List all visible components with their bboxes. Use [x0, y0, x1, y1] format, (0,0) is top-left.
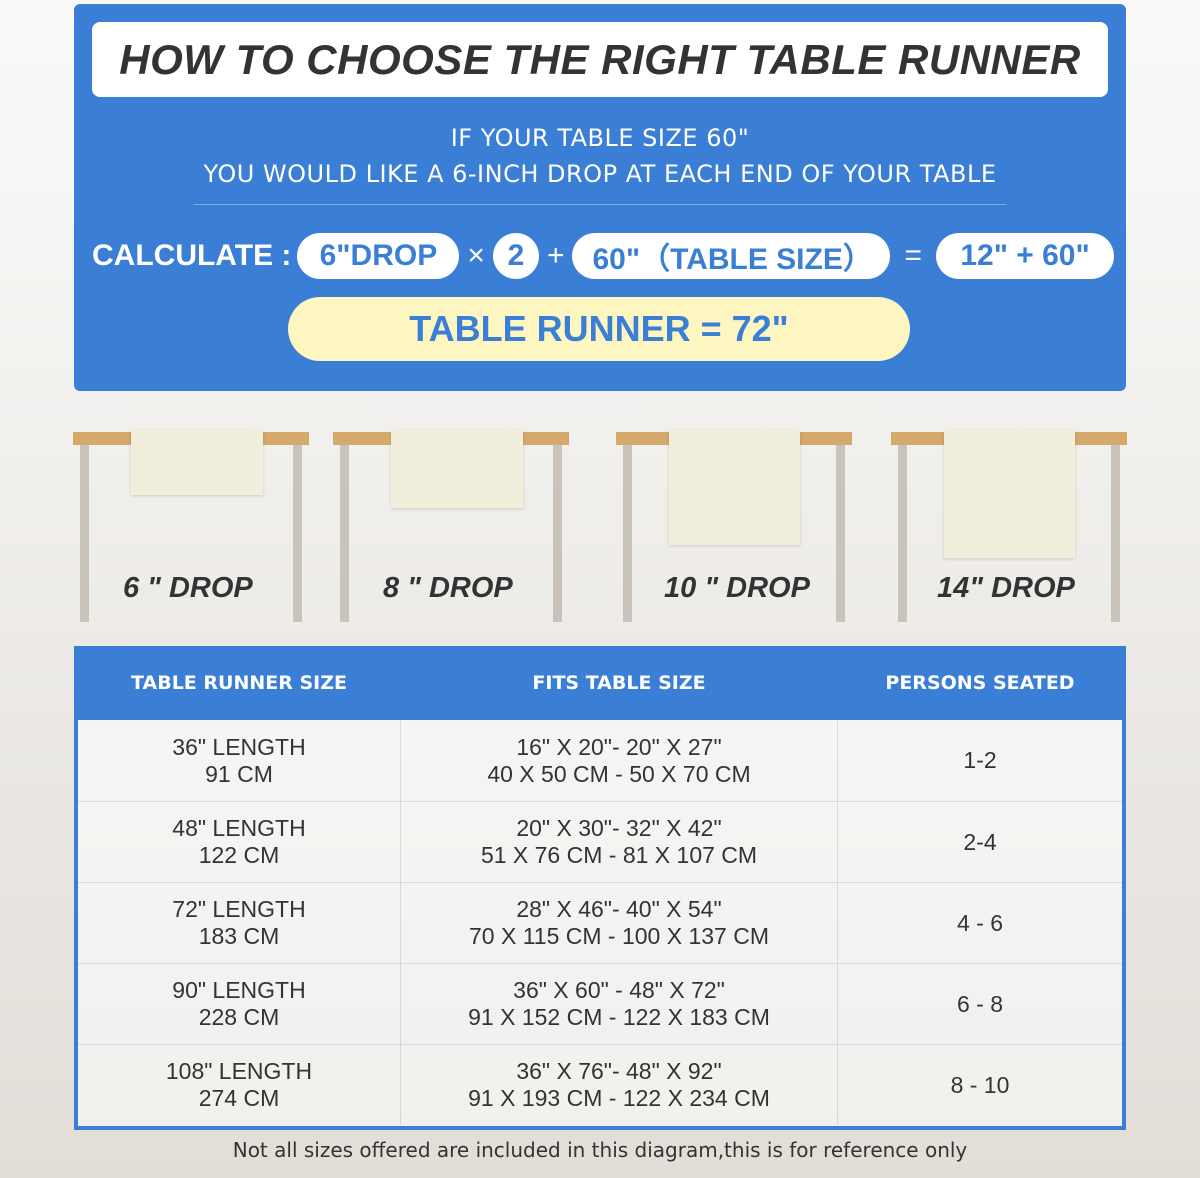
fits-in: 16" X 20"- 20" X 27" — [516, 733, 722, 760]
length-in: 90" LENGTH — [172, 977, 306, 1003]
length-cm: 228 CM — [198, 1004, 280, 1030]
persons-value: 1-2 — [963, 747, 997, 773]
page-title: HOW TO CHOOSE THE RIGHT TABLE RUNNER — [92, 22, 1108, 97]
fits-table-cell: 36" X 60" - 48" X 72" 91 X 152 CM - 122 X… — [400, 964, 838, 1044]
sum-pill: 12" + 60" — [936, 233, 1115, 279]
persons-value: 8 - 10 — [950, 1071, 1010, 1098]
drop-label: 14" DROP — [937, 572, 1075, 604]
drop-label: 6 " DROP — [123, 572, 253, 604]
table-row: 108" LENGTH 274 CM 36" X 76"- 48" X 92" 91… — [78, 1044, 1122, 1125]
divider — [194, 204, 1006, 205]
table-row: 72" LENGTH 183 CM 28" X 46"- 40" X 54" 70 … — [78, 882, 1122, 963]
persons-cell: 2-4 — [838, 802, 1122, 882]
table-leg — [80, 445, 89, 622]
drop-label: 10 " DROP — [664, 572, 810, 604]
length-in: 72" LENGTH — [172, 896, 306, 922]
runner-size-cell: 108" LENGTH 274 CM — [78, 1045, 400, 1125]
length-in: 48" LENGTH — [172, 815, 306, 841]
length-in: 36" LENGTH — [172, 733, 306, 760]
length-cm: 91 CM — [205, 760, 273, 787]
fits-in: 36" X 76"- 48" X 92" — [516, 1058, 722, 1084]
table-leg — [553, 445, 562, 622]
runner-drop — [131, 430, 263, 495]
persons-cell: 1-2 — [838, 720, 1122, 801]
table-leg — [623, 445, 632, 622]
drop-diagram-10: 10 " DROP — [616, 430, 852, 622]
persons-cell: 6 - 8 — [838, 964, 1122, 1044]
table-leg — [293, 445, 302, 622]
persons-value: 2-4 — [963, 828, 997, 855]
table-header: TABLE RUNNER SIZE FITS TABLE SIZE PERSON… — [78, 646, 1122, 720]
fits-cm: 91 X 152 CM - 122 X 183 CM — [468, 1004, 770, 1030]
fits-cm: 70 X 115 CM - 100 X 137 CM — [469, 923, 769, 949]
runner-drop — [669, 430, 800, 545]
table-row: 36" LENGTH 91 CM 16" X 20"- 20" X 27" 40 X… — [78, 720, 1122, 801]
persons-value: 6 - 8 — [956, 990, 1004, 1017]
fits-cm: 51 X 76 CM - 81 X 107 CM — [480, 842, 758, 868]
table-leg — [898, 445, 907, 622]
runner-size-cell: 48" LENGTH 122 CM — [78, 802, 400, 882]
runner-size-cell: 72" LENGTH 183 CM — [78, 883, 400, 963]
length-cm: 274 CM — [198, 1085, 280, 1111]
size-table: TABLE RUNNER SIZE FITS TABLE SIZE PERSON… — [74, 646, 1126, 1130]
fits-table-cell: 28" X 46"- 40" X 54" 70 X 115 CM - 100 X … — [400, 883, 838, 963]
runner-drop — [391, 430, 523, 508]
fits-in: 28" X 46"- 40" X 54" — [516, 896, 722, 922]
fits-in: 36" X 60" - 48" X 72" — [513, 977, 725, 1003]
calculation-panel: HOW TO CHOOSE THE RIGHT TABLE RUNNER IF … — [74, 4, 1126, 391]
footnote: Not all sizes offered are included in th… — [232, 1138, 968, 1162]
persons-cell: 4 - 6 — [838, 883, 1122, 963]
drop-label: 8 " DROP — [383, 572, 513, 604]
drop-pill: 6"DROP — [297, 233, 460, 279]
fits-cm: 40 X 50 CM - 50 X 70 CM — [487, 760, 751, 787]
fits-table-cell: 16" X 20"- 20" X 27" 40 X 50 CM - 50 X 70… — [400, 720, 838, 801]
times-sign: × — [467, 239, 485, 272]
length-cm: 183 CM — [198, 923, 280, 949]
multiplier-circle: 2 — [492, 233, 539, 279]
length-cm: 122 CM — [198, 842, 280, 868]
drop-diagram-14: 14" DROP — [891, 430, 1127, 622]
formula-row: CALCULATE : 6"DROP × 2 + 60"（TABLE SIZE）… — [92, 232, 1115, 280]
intro-line-1: IF YOUR TABLE SIZE 60" — [450, 124, 750, 152]
runner-drop — [944, 430, 1075, 558]
fits-table-cell: 20" X 30"- 32" X 42" 51 X 76 CM - 81 X 10… — [400, 802, 838, 882]
table-row: 90" LENGTH 228 CM 36" X 60" - 48" X 72" 91… — [78, 963, 1122, 1044]
table-row: 48" LENGTH 122 CM 20" X 30"- 32" X 42" 51 … — [78, 801, 1122, 882]
header-runner-size: TABLE RUNNER SIZE — [131, 672, 347, 694]
table-leg — [836, 445, 845, 622]
fits-cm: 91 X 193 CM - 122 X 234 CM — [468, 1085, 770, 1111]
runner-size-cell: 90" LENGTH 228 CM — [78, 964, 400, 1044]
persons-cell: 8 - 10 — [838, 1045, 1122, 1125]
header-fits-table: FITS TABLE SIZE — [532, 672, 706, 694]
runner-size-cell: 36" LENGTH 91 CM — [78, 720, 400, 801]
intro-line-2: YOU WOULD LIKE A 6-INCH DROP AT EACH END… — [203, 160, 997, 188]
drop-diagram-8: 8 " DROP — [333, 430, 569, 622]
persons-value: 4 - 6 — [956, 909, 1004, 936]
result-pill: TABLE RUNNER = 72" — [288, 297, 910, 361]
equals-sign: = — [904, 239, 923, 272]
calculate-label: CALCULATE : — [92, 239, 292, 272]
length-in: 108" LENGTH — [165, 1058, 313, 1084]
table-size-pill: 60"（TABLE SIZE） — [572, 233, 891, 279]
header-persons: PERSONS SEATED — [885, 672, 1075, 694]
drop-diagram-6: 6 " DROP — [73, 430, 309, 622]
plus-sign: + — [546, 239, 565, 272]
table-leg — [1111, 445, 1120, 622]
table-leg — [340, 445, 349, 622]
fits-in: 20" X 30"- 32" X 42" — [516, 815, 722, 841]
fits-table-cell: 36" X 76"- 48" X 92" 91 X 193 CM - 122 X … — [400, 1045, 838, 1125]
